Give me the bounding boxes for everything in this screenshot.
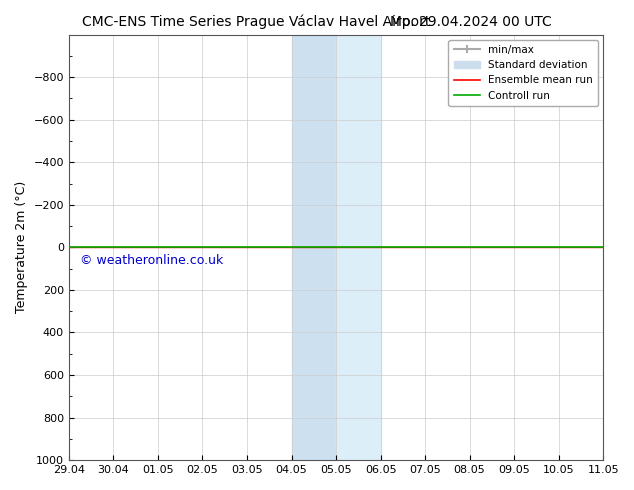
Y-axis label: Temperature 2m (°C): Temperature 2m (°C) (15, 181, 28, 314)
Legend: min/max, Standard deviation, Ensemble mean run, Controll run: min/max, Standard deviation, Ensemble me… (448, 40, 598, 106)
Bar (292, 35, 336, 460)
Text: © weatheronline.co.uk: © weatheronline.co.uk (80, 254, 223, 267)
Text: Mo. 29.04.2024 00 UTC: Mo. 29.04.2024 00 UTC (390, 15, 552, 29)
Text: CMC-ENS Time Series Prague Václav Havel Airport: CMC-ENS Time Series Prague Václav Havel … (82, 15, 430, 29)
Bar (336, 35, 380, 460)
